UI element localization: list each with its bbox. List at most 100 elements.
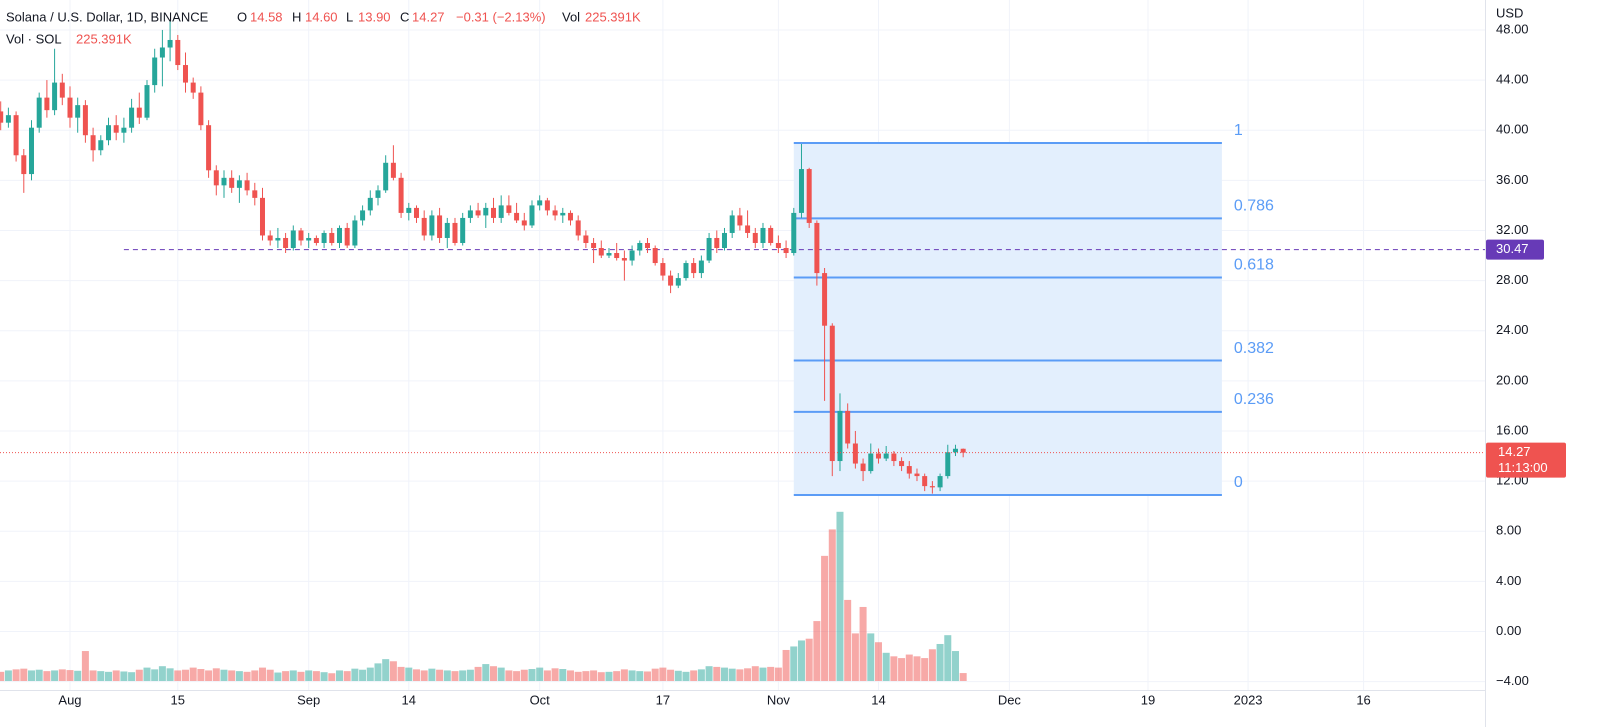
candle-body: [221, 177, 227, 186]
candle-body: [660, 263, 666, 276]
volume-bar: [297, 671, 305, 681]
candle-body: [791, 212, 797, 254]
fib-label: 1: [1234, 122, 1243, 139]
candle-body: [760, 227, 766, 243]
y-tick-label: 44.00: [1496, 72, 1529, 87]
candle-body: [213, 170, 219, 186]
volume-bar: [359, 669, 367, 681]
volume-bar: [890, 656, 898, 681]
candle-body: [575, 220, 581, 236]
volume-bar: [874, 642, 882, 681]
candle-body: [706, 237, 712, 261]
candle-body: [290, 230, 296, 249]
volume-bar: [813, 621, 821, 681]
volume-bar: [343, 671, 351, 681]
candle-body: [514, 212, 520, 221]
volume-bar: [697, 669, 705, 681]
volume-bar: [382, 659, 390, 681]
candle-body: [244, 180, 250, 191]
candle-body: [937, 476, 943, 488]
candle-body: [798, 169, 804, 213]
volume-bar: [551, 668, 559, 681]
volume-bar: [713, 666, 721, 681]
candle-body: [675, 278, 681, 286]
volume-bar: [882, 652, 890, 681]
x-tick-label: Dec: [998, 692, 1022, 707]
candle-body: [644, 242, 650, 249]
candle-body: [752, 232, 758, 243]
y-tick-label: 32.00: [1496, 222, 1529, 237]
volume-bar: [767, 666, 775, 681]
volume-bar: [836, 511, 844, 681]
volume-bar: [66, 670, 74, 681]
volume-bar: [844, 599, 852, 681]
candle-body: [606, 253, 612, 256]
volume-bar: [474, 666, 482, 681]
volume-bar: [181, 669, 189, 681]
volume-bar: [744, 668, 752, 681]
y-tick-label: −4.00: [1496, 673, 1529, 688]
y-tick-label: 28.00: [1496, 272, 1529, 287]
volume-bar: [0, 671, 5, 681]
fib-area: [793, 142, 1222, 496]
volume-bar: [251, 670, 259, 681]
volume-bar: [867, 633, 875, 681]
candle-body: [652, 248, 658, 264]
candle-body: [429, 215, 435, 236]
candle-body: [352, 220, 358, 246]
volume-bar: [389, 661, 397, 681]
volume-bar: [613, 671, 621, 681]
x-tick-label: 16: [1356, 692, 1370, 707]
candle-body: [206, 125, 212, 171]
volume-bar: [243, 671, 251, 681]
candle-body: [182, 65, 188, 83]
candle-body: [159, 47, 165, 58]
volume-bar: [859, 606, 867, 681]
candle-body: [737, 215, 743, 226]
volume-bar: [751, 666, 759, 681]
candle-body: [59, 82, 65, 98]
volume-bar: [566, 670, 574, 681]
candle-body: [144, 85, 150, 118]
candle-body: [444, 222, 450, 238]
x-tick-label: Nov: [767, 692, 791, 707]
candle-body: [521, 220, 527, 226]
y-tick-label: 20.00: [1496, 372, 1529, 387]
volume-bar: [736, 669, 744, 681]
candle-body: [591, 242, 597, 249]
candle-body: [198, 92, 204, 126]
volume-bar: [528, 669, 536, 681]
candle-body: [875, 453, 881, 459]
volume-bar: [921, 658, 929, 681]
volume-bar: [43, 671, 51, 681]
volume-bar: [951, 651, 959, 681]
candle-body: [845, 410, 851, 444]
volume-bar: [605, 671, 613, 681]
candle-body: [721, 232, 727, 249]
legend-change: −0.31 (−2.13%): [456, 9, 546, 24]
x-tick-label: Sep: [297, 692, 320, 707]
volume-bar: [166, 668, 174, 681]
volume-bar: [643, 671, 651, 681]
volume-bar: [112, 670, 120, 681]
volume-bar: [12, 669, 20, 681]
volume-bar: [482, 664, 490, 681]
candle-body: [390, 162, 396, 178]
volume-bar: [20, 668, 28, 681]
volume-bar: [366, 667, 374, 681]
volume-bar: [582, 671, 590, 681]
legend-value: 225.391K: [585, 9, 641, 24]
fib-label: 0.618: [1234, 257, 1274, 274]
candle-body: [960, 448, 966, 453]
volume-bar: [374, 663, 382, 681]
y-tick-label: 40.00: [1496, 122, 1529, 137]
volume-bar: [451, 671, 459, 681]
candle-body: [75, 105, 81, 118]
candle-body: [36, 97, 42, 128]
x-tick-label: Aug: [58, 692, 81, 707]
volume-bar: [51, 670, 59, 681]
candle-body: [98, 140, 104, 151]
volume-bar: [174, 670, 182, 681]
volume-bar: [574, 671, 582, 681]
